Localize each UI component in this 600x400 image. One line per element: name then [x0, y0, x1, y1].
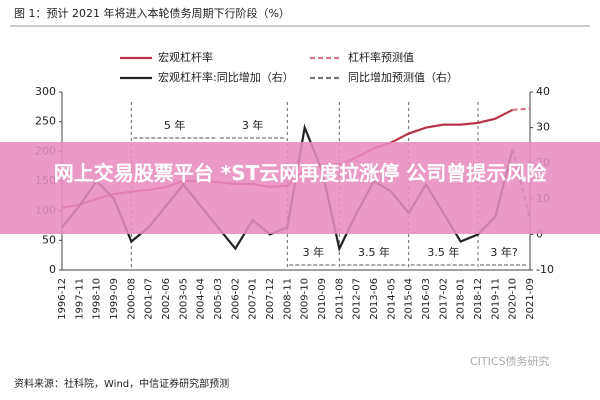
series-line — [512, 107, 531, 111]
x-tick-label: 2016-03 — [421, 278, 432, 320]
x-tick-label: 2006-02 — [230, 278, 241, 320]
x-tick-label: 2000-08 — [126, 278, 137, 320]
x-tick-label: 2011-08 — [334, 278, 345, 320]
source: 资料来源：社科院，Wind，中信证券研究部预测 — [14, 377, 229, 390]
x-tick-label: 2012-07 — [352, 278, 363, 320]
x-tick-label: 2007-01 — [248, 278, 259, 320]
x-tick-label: 2015-04 — [404, 278, 415, 320]
y2-tick-label: -10 — [536, 263, 554, 276]
x-tick-label: 2003-05 — [178, 278, 189, 320]
annotation: 3 年 — [303, 245, 325, 259]
x-tick-label: 1999-09 — [109, 278, 120, 320]
legend-label: 杠杆率预测值 — [348, 50, 414, 64]
x-tick-label: 2020-10 — [508, 278, 519, 320]
x-tick-label: 1997-11 — [74, 278, 85, 320]
x-tick-label: 1998-10 — [92, 278, 103, 320]
x-tick-label: 2014-05 — [386, 278, 397, 320]
watermark: CITICS债务研究 — [470, 354, 550, 368]
y2-tick-label: 40 — [536, 85, 550, 98]
x-tick-label: 2018-01 — [456, 278, 467, 320]
legend-label: 同比增加预测值（右） — [348, 70, 458, 84]
legend-label: 宏观杠杆率 — [158, 50, 213, 64]
x-tick-label: 2002-06 — [161, 278, 172, 320]
x-tick-label: 2008-11 — [282, 278, 293, 320]
x-tick-label: 2019-11 — [490, 278, 501, 320]
annotation: 3.5 年 — [427, 245, 459, 259]
annotation: 3.5 年 — [358, 245, 390, 259]
legend-label: 宏观杠杆率:同比增加（右） — [158, 70, 294, 84]
x-tick-label: 1996-12 — [57, 278, 68, 320]
y2-tick-label: 30 — [536, 121, 550, 134]
annotation: 5 年 — [164, 118, 186, 132]
y-tick-label: 250 — [35, 115, 56, 128]
y-tick-label: 0 — [49, 263, 56, 276]
x-tick-label: 2018-12 — [473, 278, 484, 320]
banner: 网上交易股票平台 *ST云网再度拉涨停 公司曾提示风险 — [0, 142, 600, 234]
y-tick-label: 50 — [42, 233, 56, 246]
x-tick-label: 2001-07 — [144, 278, 155, 320]
x-tick-label: 2009-10 — [300, 278, 311, 320]
x-tick-label: 2017-02 — [438, 278, 449, 320]
x-tick-label: 2007-12 — [265, 278, 276, 320]
x-tick-label: 2013-06 — [369, 278, 380, 320]
x-tick-label: 2010-09 — [317, 278, 328, 320]
x-tick-label: 2004-04 — [196, 278, 207, 320]
x-tick-label: 2021-09 — [525, 278, 536, 320]
y-tick-label: 300 — [35, 85, 56, 98]
x-tick-label: 2005-03 — [213, 278, 224, 320]
chart-title: 图 1：预计 2021 年将进入本轮债务周期下行阶段（%） — [14, 6, 290, 20]
annotation: 3 年? — [490, 245, 517, 259]
annotation: 3 年 — [242, 118, 264, 132]
